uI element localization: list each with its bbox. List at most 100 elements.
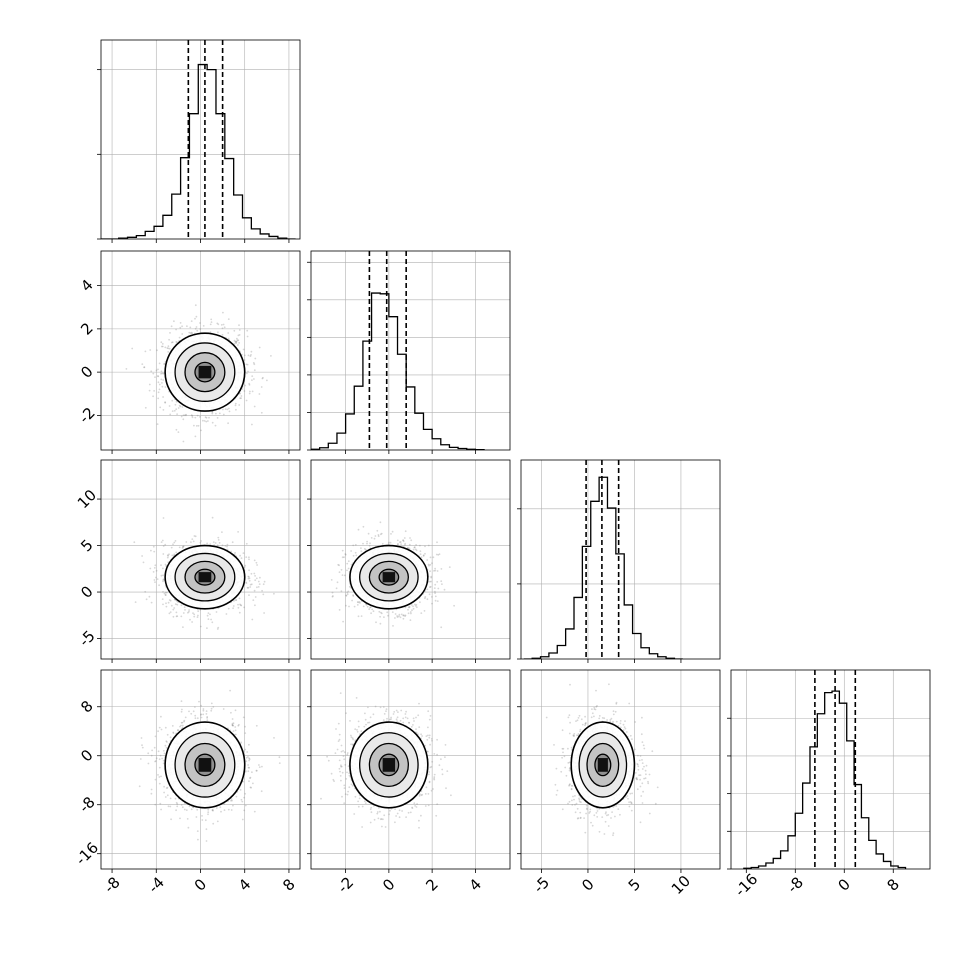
- scatter-panel-2-1-point: [408, 543, 411, 546]
- scatter-panel-1-0-point: [190, 414, 193, 417]
- scatter-panel-2-0-point: [206, 614, 209, 617]
- scatter-panel-2-0-point: [248, 594, 250, 596]
- scatter-panel-2-0-point: [142, 561, 145, 564]
- scatter-panel-2-1-point: [423, 610, 426, 612]
- scatter-panel-3-0-point: [241, 800, 244, 803]
- scatter-panel-2-0-point: [160, 574, 163, 577]
- scatter-panel-2-1-point: [387, 543, 390, 545]
- scatter-panel-1-0-area: [101, 251, 300, 450]
- scatter-panel-1-0-point: [238, 404, 241, 406]
- scatter-panel-2-0-point: [235, 599, 238, 601]
- scatter-panel-2-0-point: [238, 597, 241, 600]
- scatter-panel-2-0-point: [178, 546, 181, 549]
- scatter-panel-2-1-point: [475, 591, 478, 594]
- scatter-panel-2-1-point: [414, 548, 417, 551]
- scatter-panel-2-1-area: [311, 460, 510, 659]
- scatter-panel-2-1-point: [407, 546, 409, 549]
- scatter-panel-3-0-point: [171, 725, 174, 727]
- scatter-panel-1-0-point: [195, 425, 198, 427]
- scatter-panel-2-0-point: [162, 578, 165, 581]
- scatter-panel-2-0-point: [173, 553, 176, 556]
- scatter-panel-2-0-point: [237, 603, 239, 606]
- scatter-panel-2-1-point: [338, 609, 341, 611]
- scatter-panel-2-0-point: [263, 580, 266, 583]
- scatter-panel-2-0-point: [211, 516, 214, 519]
- scatter-panel-2-0-point: [244, 564, 247, 567]
- scatter-panel-2-0-point: [210, 618, 213, 621]
- scatter-panel-3-0-point: [211, 809, 214, 812]
- scatter-panel-1-0-point: [174, 403, 177, 406]
- scatter-panel-2-0-point: [248, 556, 250, 559]
- scatter-panel-2-0-point: [243, 566, 246, 569]
- scatter-panel-1-0-point: [261, 377, 264, 380]
- scatter-panel-3-0-point: [170, 818, 173, 821]
- scatter-panel-1-0-point: [222, 311, 224, 314]
- scatter-panel-1-0-point: [164, 401, 167, 404]
- scatter-panel-2-0-density-core: [198, 572, 212, 583]
- scatter-panel-2-0-point: [259, 576, 261, 579]
- scatter-panel-2-0-point: [162, 545, 165, 547]
- scatter-panel-1-0-point: [251, 390, 254, 393]
- scatter-panel-2-1-point: [434, 595, 437, 598]
- scatter-panel-1-0-point: [239, 397, 242, 400]
- scatter-panel-1-0-point: [247, 354, 250, 357]
- scatter-panel-2-1-point: [419, 544, 421, 547]
- scatter-panel-2-0-point: [172, 608, 175, 611]
- scatter-panel-3-0-area: [101, 670, 300, 869]
- scatter-panel-1-0-point: [155, 369, 158, 372]
- scatter-panel-2-0-point: [226, 545, 228, 548]
- scatter-panel-3-0-point: [141, 744, 143, 747]
- scatter-panel-2-0-point: [273, 592, 275, 595]
- scatter-panel-1-0-point: [182, 440, 185, 443]
- scatter-panel-2-0-point: [215, 611, 218, 613]
- scatter-panel-2-1-point: [404, 615, 406, 617]
- scatter-panel-1-0-point: [148, 389, 151, 392]
- scatter-panel-2-0-point: [243, 606, 246, 609]
- scatter-panel-1-0-point: [199, 322, 201, 324]
- scatter-panel-1-0-point: [203, 420, 206, 422]
- scatter-panel-1-0-point: [270, 355, 272, 357]
- scatter-panel-1-0-point: [210, 321, 213, 323]
- scatter-panel-1-0-point: [253, 378, 255, 380]
- scatter-panel-2-0-point: [247, 586, 250, 589]
- scatter-panel-3-0-point: [176, 805, 179, 808]
- scatter-panel-1-0-point: [238, 342, 241, 344]
- scatter-panel-2-1-point: [387, 614, 389, 617]
- scatter-panel-1-0-point: [177, 407, 180, 409]
- scatter-panel-1-0-point: [211, 421, 214, 424]
- scatter-panel-1-0-point: [194, 304, 197, 307]
- scatter-panel-2-1-point: [409, 619, 412, 621]
- scatter-panel-2-0-point: [189, 618, 191, 621]
- scatter-panel-1-0-point: [241, 388, 244, 390]
- scatter-panel-1-0-point: [171, 399, 174, 402]
- scatter-panel-2-1-point: [415, 549, 418, 552]
- scatter-panel-3-0-point: [207, 811, 210, 814]
- scatter-panel-1-0-point: [252, 362, 255, 364]
- scatter-panel-1-0-point: [222, 323, 225, 326]
- scatter-panel-2-1-point: [413, 546, 416, 549]
- scatter-panel-2-1-point: [412, 605, 414, 608]
- scatter-panel-1-0-point: [227, 337, 230, 340]
- scatter-panel-3-0-point: [150, 788, 153, 791]
- scatter-panel-1-0-point: [150, 370, 153, 373]
- scatter-panel-1-0-point: [245, 363, 248, 366]
- scatter-panel-1-0-point: [194, 317, 196, 320]
- scatter-panel-1-0-point: [237, 339, 240, 342]
- scatter-panel-1-0-point: [157, 368, 159, 371]
- scatter-panel-1-0-density-core: [198, 365, 212, 379]
- scatter-panel-2-1-point: [387, 541, 390, 544]
- scatter-panel-2-1-point: [373, 537, 376, 540]
- scatter-panel-1-0-point: [253, 363, 256, 366]
- scatter-panel-2-1-point: [340, 568, 343, 571]
- scatter-panel-1-0-point: [153, 390, 156, 392]
- scatter-panel-1-0-point: [143, 366, 146, 369]
- scatter-panel-2-1-point: [429, 586, 431, 588]
- scatter-panel-3-0-point: [165, 746, 168, 749]
- scatter-panel-1-0-point: [170, 325, 173, 328]
- scatter-panel-2-0-point: [166, 554, 169, 557]
- scatter-panel-3-0-point: [220, 810, 222, 813]
- scatter-panel-1-0-point: [164, 346, 167, 349]
- scatter-panel-2-1-point: [343, 556, 345, 559]
- scatter-panel-2-0-point: [197, 614, 199, 617]
- scatter-panel-2-0-point: [174, 540, 177, 542]
